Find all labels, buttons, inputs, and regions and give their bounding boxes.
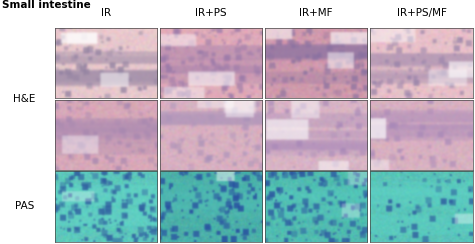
Text: H&E: H&E <box>13 94 36 104</box>
Text: Small intestine: Small intestine <box>2 0 91 10</box>
Text: IR+PS/MF: IR+PS/MF <box>397 8 446 18</box>
Text: PAS: PAS <box>15 202 34 212</box>
Text: IR: IR <box>101 8 111 18</box>
Text: IR+PS: IR+PS <box>195 8 227 18</box>
Text: IR+MF: IR+MF <box>299 8 333 18</box>
